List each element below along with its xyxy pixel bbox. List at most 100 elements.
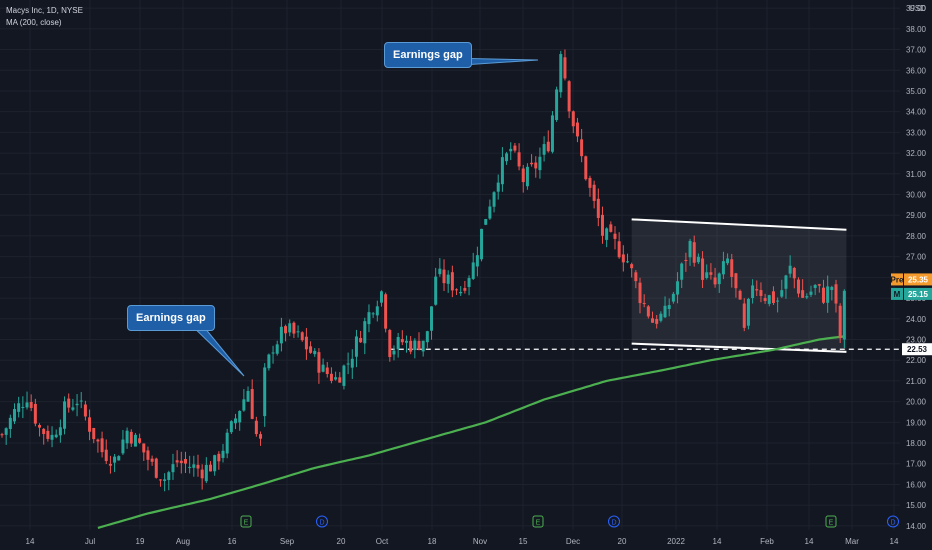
candle-body [404,340,408,343]
candle-body [738,290,742,300]
candle-body [500,157,504,185]
candle-body [346,363,350,365]
candle-body [271,352,275,354]
candle-body [263,367,267,417]
candle-body [188,466,192,468]
price-tick-label: 37.00 [906,46,927,55]
candle-body [46,430,50,439]
candle-body [801,290,805,298]
candle-body [196,464,200,469]
candle-body [13,409,17,422]
price-tick-label: 38.00 [906,25,927,34]
candle-body [821,287,825,303]
candle-body [826,286,830,303]
price-tick-label: 21.00 [906,377,927,386]
candle-body [192,464,196,468]
price-tick-label: 19.00 [906,418,927,427]
candle-body [709,272,713,275]
candle-body [613,233,617,239]
candle-body [759,290,763,296]
time-tick-label: 14 [890,537,899,546]
candle-body [713,277,717,285]
candle-body [755,289,759,291]
candle-body [125,430,129,444]
candle-body [771,291,775,304]
time-tick-label: Feb [760,537,774,546]
candle-body [296,331,300,333]
candle-body [701,258,705,280]
candle-body [692,242,696,263]
candle-body [304,336,308,350]
candle-body [784,275,788,289]
candle-body [534,162,538,169]
candle-body [121,439,125,454]
candle-body [204,464,208,482]
candle-body [163,479,167,481]
candle-body [667,305,671,310]
candle-body [638,282,642,304]
candle-body [213,455,217,472]
price-tick-label: 39.00 [906,4,927,13]
earnings-event-icon[interactable]: E [240,515,252,528]
candle-body [67,398,71,408]
candle-body [100,438,104,453]
earnings-gap-callout-top[interactable]: Earnings gap [384,42,472,68]
currency-label: USD [909,4,926,13]
tag-label-box [891,287,903,300]
candle-body [183,459,187,464]
time-tick-label: Oct [376,537,389,546]
candle-body [229,421,233,433]
candle-body [671,293,675,302]
event-markers[interactable]: E D DE E D [240,515,899,528]
candle-body [221,450,225,458]
time-axis[interactable]: 14 Jul 19 Aug 16 Sep 20 Oct 18 Nov 15 Dec 20 2022 14 Fe… [26,537,899,546]
price-axis[interactable]: 14.00 15.00 16.00 17.00 18.00 19.00 20.00 21.00… [906,4,927,531]
range-channel [631,218,847,353]
candle-body [517,152,521,167]
candle-body [767,295,771,304]
tag-value: 22.53 [907,345,928,354]
event-letter: E [244,520,249,527]
candle-body [642,302,646,304]
indicator-title: MA (200, close) [6,18,62,27]
earnings-event-icon[interactable]: E [532,515,544,528]
tag-label-box [891,273,903,286]
chart-legend: Macys Inc, 1D, NYSE MA (200, close) [6,5,83,29]
dividend-event-icon[interactable]: D [316,515,328,528]
candle-body [600,214,604,236]
candle-body [279,326,283,344]
candle-body [525,166,529,187]
dividend-event-icon[interactable]: D [608,515,620,528]
candle-body [634,272,638,282]
candle-body [25,402,29,408]
candle-body [546,141,550,152]
time-tick-label: 15 [519,537,528,546]
candle-body [234,418,238,424]
earnings-gap-callout-bottom[interactable]: Earnings gap [127,305,215,331]
candle-body [158,479,162,481]
candle-body [63,401,67,429]
earnings-event-icon[interactable]: E [825,515,837,528]
support-price-tag: 22.53 [902,343,932,356]
candle-body [171,464,175,473]
candle-body [150,458,154,462]
symbol-title: Macys Inc, 1D, NYSE [6,6,83,15]
candle-body [805,296,809,298]
candle-body [530,162,534,165]
candle-body [505,153,509,162]
candle-body [734,273,738,289]
candle-body [550,115,554,152]
candle-body [834,284,838,304]
candle-body [475,255,479,267]
time-tick-label: 14 [26,537,35,546]
dividend-event-icon[interactable]: D [887,515,899,528]
candle-body [396,337,400,350]
candle-body [580,139,584,157]
candle-body [484,219,488,225]
time-tick-label: 19 [136,537,145,546]
candle-body [480,228,484,260]
candle-body [325,367,329,374]
candle-body [254,420,258,435]
